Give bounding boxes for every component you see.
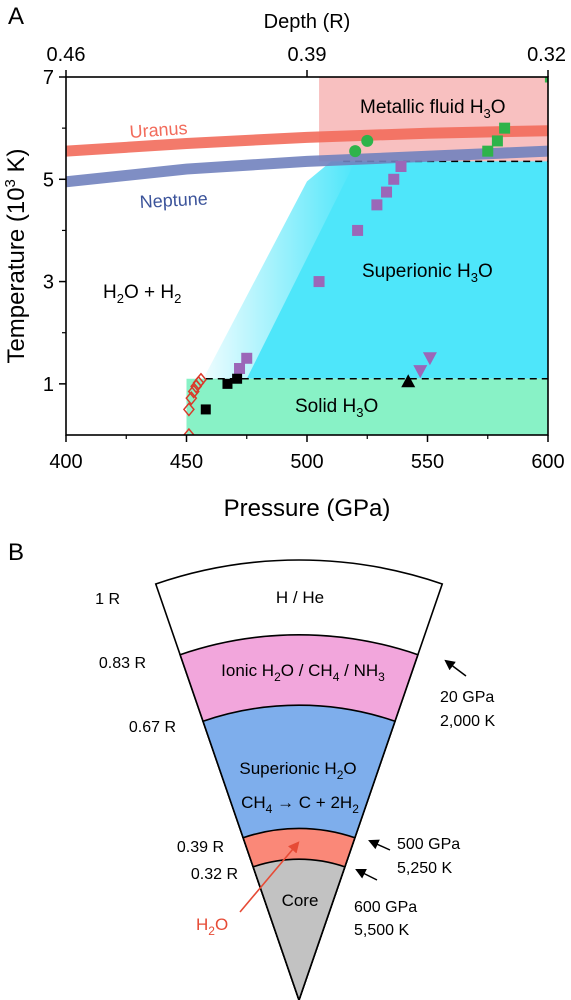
y-tick-label: 5 xyxy=(43,169,54,191)
h2o-h2-label: H2O + H2 xyxy=(103,282,181,306)
pressure-500gpa: 500 GPa xyxy=(397,836,460,853)
superionic-label: Superionic H3O xyxy=(362,261,493,285)
top-tick-label: 0.32 xyxy=(527,44,566,66)
condition-arrow-20gpa xyxy=(444,659,467,677)
purple-square-marker xyxy=(241,352,253,364)
top-tick-label: 0.46 xyxy=(47,44,86,66)
radius-039r-label: 0.39 R xyxy=(177,839,224,856)
solid-label: Solid H3O xyxy=(295,396,378,420)
green-square-marker xyxy=(499,122,511,134)
panel-b-label: B xyxy=(8,539,24,566)
radius-032r-label: 0.32 R xyxy=(191,866,238,883)
temperature-2000k: 2,000 K xyxy=(440,713,495,730)
layer-ionic-label: Ionic H2O / CH4 / NH3 xyxy=(221,661,385,684)
panel-b: B H / He Ionic H2O / CH4 / NH3 Superioni… xyxy=(8,539,495,1000)
x-axis-ticks: 400 450 500 550 600 xyxy=(49,435,565,473)
x-tick-label: 400 xyxy=(49,451,82,473)
layer-superionic-label: Superionic H2O xyxy=(239,759,356,782)
black-square-marker xyxy=(232,373,243,384)
water-layer-arrow xyxy=(239,841,300,913)
green-circle-marker xyxy=(361,134,374,147)
uranus-label: Uranus xyxy=(129,118,188,142)
red-diamond-marker xyxy=(187,384,200,399)
purple-square-marker xyxy=(388,173,400,185)
radius-067r-label: 0.67 R xyxy=(129,719,176,736)
purple-triangle-marker xyxy=(422,352,437,366)
black-square-marker xyxy=(222,378,233,389)
purple-triangle-marker xyxy=(413,365,428,379)
metallic-fluid-label: Metallic fluid H3O xyxy=(360,97,506,121)
neptune-isentrope xyxy=(66,145,548,188)
top-tick-label: 0.39 xyxy=(288,44,327,66)
x-tick-label: 550 xyxy=(411,451,444,473)
y-tick-label: 3 xyxy=(43,272,54,294)
purple-square-marker xyxy=(381,186,393,198)
red-diamond-marker xyxy=(182,427,195,435)
condition-arrow-500gpa xyxy=(368,839,391,851)
purple-square-marker xyxy=(234,363,246,375)
green-square-marker xyxy=(544,77,548,83)
black-triangle-marker xyxy=(401,374,416,388)
green-circle-marker xyxy=(349,145,362,158)
data-markers xyxy=(182,77,548,435)
layer-h-he-label: H / He xyxy=(276,588,324,607)
x-tick-label: 450 xyxy=(170,451,203,473)
green-square-marker xyxy=(491,135,503,147)
black-square-marker xyxy=(200,404,211,415)
red-diamond-marker xyxy=(194,372,207,387)
radius-1r-label: 1 R xyxy=(95,591,120,608)
temperature-5500k: 5,500 K xyxy=(354,922,409,939)
purple-square-marker xyxy=(395,161,407,172)
x-tick-label: 600 xyxy=(531,451,564,473)
y-axis-ticks: 1 3 5 7 xyxy=(43,67,66,396)
purple-square-marker xyxy=(352,224,364,236)
layer-methane-reaction-label: CH4 → C + 2H2 xyxy=(241,793,359,816)
radius-083r-label: 0.83 R xyxy=(99,655,146,672)
layer-core xyxy=(252,858,346,1000)
y-axis-title: Temperature (103 K) xyxy=(2,148,30,363)
purple-square-marker xyxy=(371,199,383,211)
red-diamond-marker xyxy=(182,402,195,417)
top-axis-ticks: 0.46 0.39 0.32 xyxy=(47,44,566,77)
x-tick-label: 500 xyxy=(290,451,323,473)
y-tick-label: 1 xyxy=(43,374,54,396)
x-axis-title: Pressure (GPa) xyxy=(224,495,391,522)
pressure-600gpa: 600 GPa xyxy=(354,899,417,916)
superionic-fade-edge xyxy=(186,161,356,379)
plot-area xyxy=(66,77,548,435)
pressure-20gpa: 20 GPa xyxy=(440,689,494,706)
neptune-label: Neptune xyxy=(139,188,208,212)
layer-core-label: Core xyxy=(282,891,319,910)
uranus-isentrope xyxy=(66,125,548,157)
y-tick-label: 7 xyxy=(43,67,54,89)
green-square-marker xyxy=(482,145,494,157)
top-axis-label: Depth (R) xyxy=(264,11,351,33)
purple-square-marker xyxy=(313,276,325,288)
solid-region xyxy=(186,378,548,435)
water-layer-label: H2O xyxy=(196,915,228,938)
red-diamond-marker xyxy=(192,375,205,391)
condition-arrow-600gpa xyxy=(355,869,378,881)
panel-a-label: A xyxy=(8,3,24,30)
panel-a: A Depth (R) 400 450 500 550 600 1 3 5 7 0.46 0.3… xyxy=(2,3,566,522)
temperature-5250k: 5,250 K xyxy=(397,860,452,877)
